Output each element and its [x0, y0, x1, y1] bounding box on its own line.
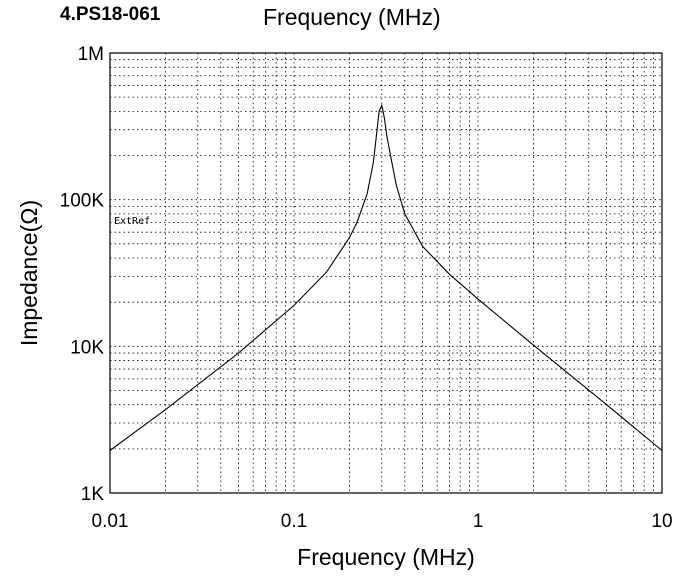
y-tick-labels: 1K 10K 100K 1M — [60, 44, 105, 505]
plot-frame — [109, 52, 663, 494]
y-tick-label: 1K — [81, 484, 105, 505]
x-tick-label: 1 — [473, 511, 484, 532]
x-tick-labels: 0.01 0.1 1 10 — [92, 511, 673, 532]
y-tick-label: 10K — [70, 337, 104, 358]
y-tick-label: 100K — [60, 191, 105, 212]
ext-ref-annotation: ExtRef — [114, 216, 150, 227]
x-tick-label: 10 — [651, 511, 672, 532]
y-tick-label: 1M — [78, 44, 104, 65]
top-title: Frequency (MHz) — [263, 4, 441, 30]
model-label: 4.PS18-061 — [60, 4, 161, 25]
grid — [110, 53, 662, 493]
x-axis-label: Frequency (MHz) — [297, 544, 475, 570]
x-tick-label: 0.1 — [281, 511, 307, 532]
impedance-curve — [109, 103, 663, 451]
y-axis-label: Impedance(Ω) — [16, 200, 42, 346]
x-tick-label: 0.01 — [92, 511, 129, 532]
